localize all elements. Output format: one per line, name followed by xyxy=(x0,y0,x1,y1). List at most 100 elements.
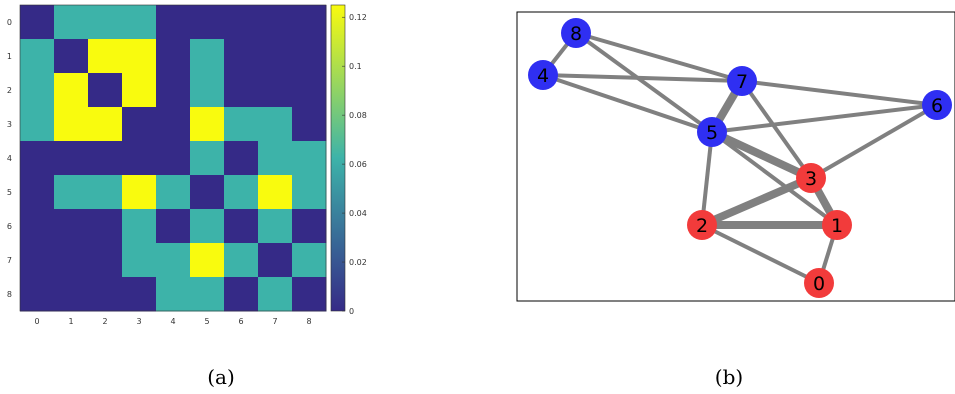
heatmap-cell xyxy=(292,243,327,278)
heatmap-cell xyxy=(190,107,225,142)
colorbar-tick-label: 0.06 xyxy=(349,160,367,169)
network-edge xyxy=(575,31,743,83)
heatmap-cell xyxy=(190,175,225,210)
colorbar-tick-label: 0.08 xyxy=(349,111,367,120)
network-node-label: 1 xyxy=(831,215,843,237)
network-edge xyxy=(711,103,938,134)
heatmap-y-tick-label: 2 xyxy=(7,86,12,95)
heatmap-x-tick-label: 3 xyxy=(136,317,141,326)
heatmap-cell xyxy=(224,73,259,108)
heatmap-cell xyxy=(156,277,191,312)
network-edge xyxy=(542,73,713,134)
heatmap-y-tick-label: 4 xyxy=(7,154,12,163)
heatmap-cell xyxy=(88,5,123,40)
heatmap-cell xyxy=(122,209,157,244)
network-nodes: 0 1 2 3 4 5 6 7 8 xyxy=(528,18,952,298)
heatmap-cell xyxy=(156,243,191,278)
heatmap-cell xyxy=(292,5,327,40)
heatmap-cell xyxy=(54,277,89,312)
heatmap-y-tick-label: 7 xyxy=(7,256,12,265)
heatmap-cell xyxy=(224,5,259,40)
heatmap-cell xyxy=(54,209,89,244)
network-node-label: 3 xyxy=(805,168,817,190)
network-node-label: 7 xyxy=(736,71,748,93)
heatmap-cell xyxy=(258,141,293,176)
heatmap-cell xyxy=(292,175,327,210)
heatmap-cell xyxy=(258,39,293,74)
heatmap-cell xyxy=(258,107,293,142)
heatmap-cell xyxy=(224,175,259,210)
network-node xyxy=(796,163,826,193)
heatmap-y-tick-label: 5 xyxy=(7,188,12,197)
heatmap-cell xyxy=(20,209,55,244)
heatmap-cell xyxy=(292,39,327,74)
heatmap-cell xyxy=(122,107,157,142)
heatmap-cell xyxy=(156,209,191,244)
colorbar-tick-label: 0 xyxy=(349,307,354,316)
network-edge xyxy=(701,223,820,285)
heatmap-x-tick-label: 0 xyxy=(34,317,39,326)
heatmap-cell xyxy=(88,243,123,278)
heatmap-cell xyxy=(122,73,157,108)
network-edge xyxy=(574,31,714,134)
network-node-label: 5 xyxy=(706,122,718,144)
network-node-label: 2 xyxy=(696,215,708,237)
network-node xyxy=(687,210,717,240)
heatmap-cell xyxy=(122,243,157,278)
heatmap-y-tick-label: 1 xyxy=(7,52,12,61)
network-edge xyxy=(710,130,839,227)
colorbar: 0 0.02 0.04 0.06 0.08 0.1 0.12 xyxy=(330,4,367,316)
heatmap-cell xyxy=(156,175,191,210)
heatmap-cell xyxy=(122,5,157,40)
heatmap-cell xyxy=(190,5,225,40)
heatmap-cell xyxy=(190,243,225,278)
heatmap-x-tick-label: 1 xyxy=(68,317,73,326)
heatmap-cell xyxy=(258,5,293,40)
network-node xyxy=(922,90,952,120)
caption-a: (a) xyxy=(207,365,235,389)
heatmap-cell xyxy=(292,277,327,312)
heatmap-cell xyxy=(54,73,89,108)
heatmap-cell xyxy=(54,141,89,176)
heatmap-cell xyxy=(88,175,123,210)
heatmap-cell xyxy=(224,209,259,244)
heatmap-y-tick-label: 8 xyxy=(7,290,12,299)
network-node xyxy=(528,60,558,90)
network-node xyxy=(804,268,834,298)
heatmap-cell xyxy=(20,5,55,40)
heatmap-y-ticks: 0 1 2 3 4 5 6 7 8 xyxy=(7,18,12,299)
network-edge xyxy=(741,79,938,107)
heatmap-cell xyxy=(122,175,157,210)
network-edge xyxy=(700,174,813,229)
network-node xyxy=(561,18,591,48)
heatmap-cell xyxy=(190,39,225,74)
heatmap-x-tick-label: 5 xyxy=(204,317,209,326)
network-node-label: 4 xyxy=(537,65,549,87)
heatmap-cell xyxy=(190,141,225,176)
colorbar-tick-label: 0.12 xyxy=(349,13,367,22)
heatmap-cell xyxy=(20,73,55,108)
heatmap-frame xyxy=(19,4,327,312)
heatmap-cell xyxy=(20,243,55,278)
network-node xyxy=(727,66,757,96)
network-edge xyxy=(740,79,813,180)
network-edge xyxy=(710,128,813,182)
caption-b: (b) xyxy=(715,365,743,389)
network-edge xyxy=(700,131,714,226)
heatmap-cell xyxy=(156,107,191,142)
heatmap-cell xyxy=(292,107,327,142)
heatmap-cell xyxy=(292,141,327,176)
heatmap-x-ticks: 0 1 2 3 4 5 6 7 8 xyxy=(34,317,311,326)
heatmap-cells xyxy=(20,5,327,312)
heatmap-y-tick-label: 3 xyxy=(7,120,12,129)
heatmap-cell xyxy=(224,107,259,142)
heatmap-cell xyxy=(258,277,293,312)
colorbar-tick-label: 0.04 xyxy=(349,209,367,218)
heatmap-cell xyxy=(20,277,55,312)
heatmap-y-tick-label: 6 xyxy=(7,222,12,231)
heatmap-cell xyxy=(224,277,259,312)
heatmap-cell xyxy=(54,175,89,210)
network-panel: 0 1 2 3 4 5 6 7 8 xyxy=(516,11,955,302)
heatmap-cell xyxy=(190,209,225,244)
